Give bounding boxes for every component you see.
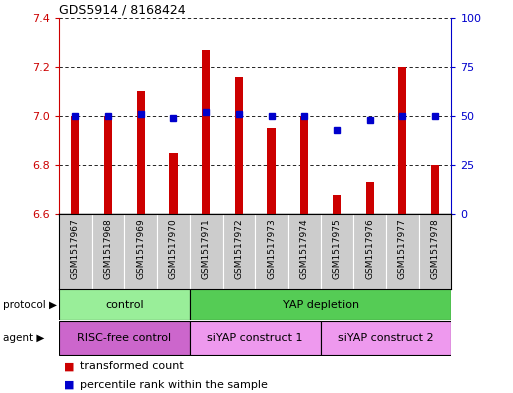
Text: GSM1517970: GSM1517970 (169, 218, 178, 279)
Bar (92, 214, 125, 289)
Bar (190, 290, 451, 320)
Bar (288, 214, 321, 289)
Text: GSM1517967: GSM1517967 (71, 218, 80, 279)
Text: transformed count: transformed count (80, 362, 183, 371)
Bar (59, 290, 190, 320)
Bar (104, 116, 112, 214)
Text: GSM1517968: GSM1517968 (104, 218, 112, 279)
Bar (267, 128, 275, 214)
Bar (235, 77, 243, 214)
Bar (190, 321, 321, 355)
Bar (431, 165, 439, 214)
Bar (136, 92, 145, 214)
Text: percentile rank within the sample: percentile rank within the sample (80, 380, 267, 390)
Text: YAP depletion: YAP depletion (283, 299, 359, 310)
Text: GSM1517973: GSM1517973 (267, 218, 276, 279)
Text: GSM1517977: GSM1517977 (398, 218, 407, 279)
Bar (202, 50, 210, 214)
Text: siYAP construct 1: siYAP construct 1 (207, 333, 303, 343)
Text: RISC-free control: RISC-free control (77, 333, 171, 343)
Bar (419, 214, 451, 289)
Bar (300, 116, 308, 214)
Text: GSM1517972: GSM1517972 (234, 218, 243, 279)
Text: ■: ■ (64, 380, 74, 390)
Text: agent ▶: agent ▶ (3, 333, 44, 343)
Bar (59, 321, 190, 355)
Bar (157, 214, 190, 289)
Bar (169, 153, 177, 214)
Bar (223, 214, 255, 289)
Bar (366, 182, 374, 214)
Bar (59, 214, 92, 289)
Bar (321, 321, 451, 355)
Text: GSM1517974: GSM1517974 (300, 218, 309, 279)
Text: protocol ▶: protocol ▶ (3, 299, 56, 310)
Bar (333, 195, 341, 214)
Text: siYAP construct 2: siYAP construct 2 (338, 333, 434, 343)
Text: GSM1517978: GSM1517978 (430, 218, 440, 279)
Text: GSM1517975: GSM1517975 (332, 218, 342, 279)
Text: ■: ■ (64, 362, 74, 371)
Bar (71, 116, 80, 214)
Bar (255, 214, 288, 289)
Text: GSM1517971: GSM1517971 (202, 218, 211, 279)
Bar (124, 214, 157, 289)
Text: GSM1517969: GSM1517969 (136, 218, 145, 279)
Bar (321, 214, 353, 289)
Bar (386, 214, 419, 289)
Bar (190, 214, 223, 289)
Text: GSM1517976: GSM1517976 (365, 218, 374, 279)
Bar (398, 67, 406, 214)
Text: control: control (105, 299, 144, 310)
Text: GDS5914 / 8168424: GDS5914 / 8168424 (59, 4, 186, 17)
Bar (353, 214, 386, 289)
